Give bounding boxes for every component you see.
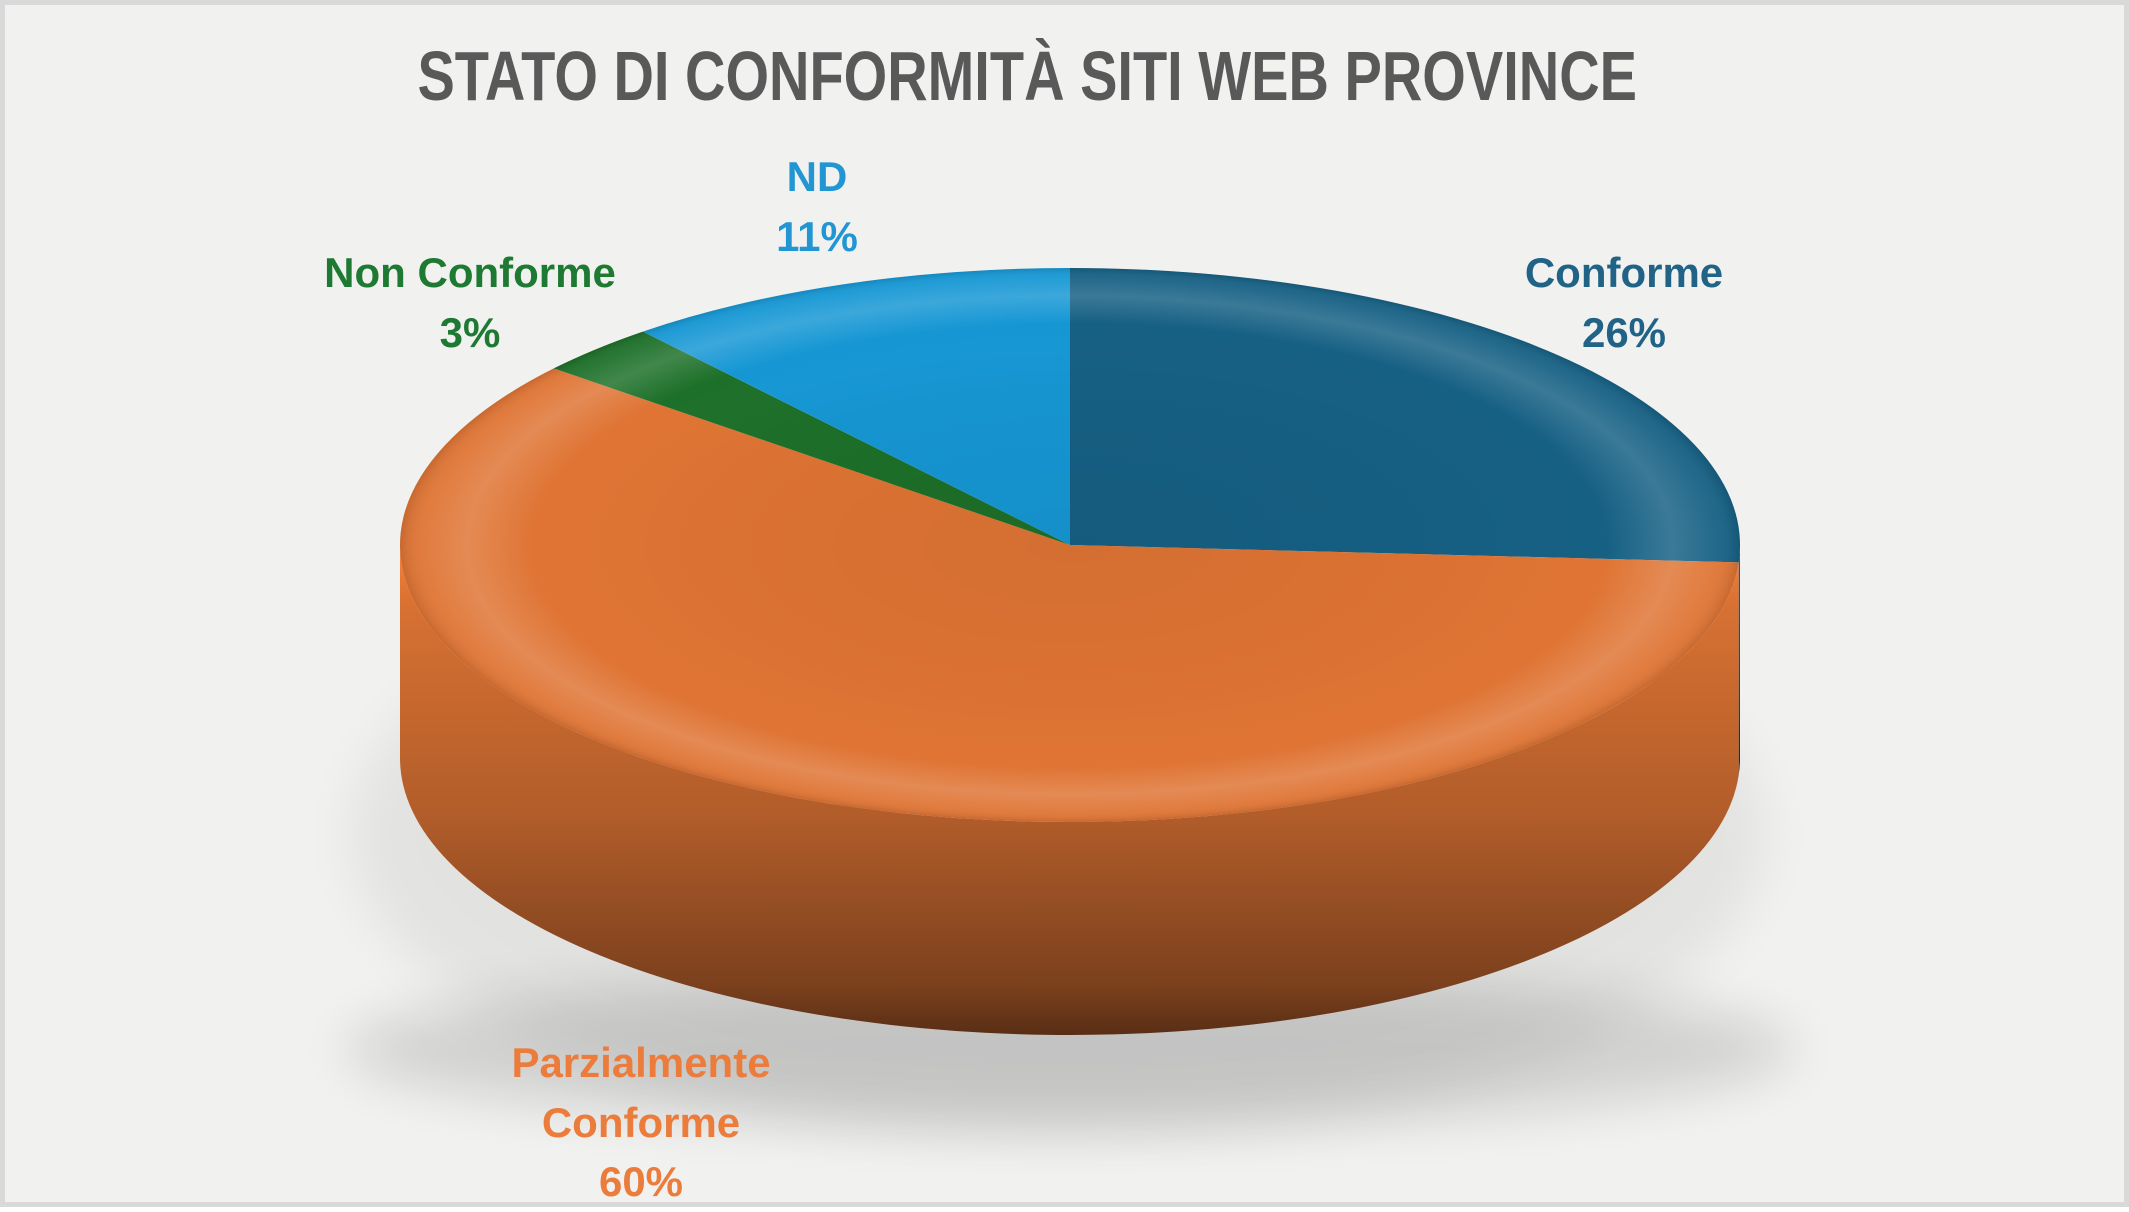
- chart-title: STATO DI CONFORMITÀ SITI WEB PROVINCE: [5, 41, 2049, 111]
- pie-side-parzialmente-conforme: [400, 545, 1739, 1036]
- pie-chart-area: [5, 5, 2129, 1212]
- slice-name: Parzialmente Conforme: [511, 1039, 771, 1146]
- slice-name: Conforme: [1524, 249, 1724, 296]
- pie-ground-shadow: [345, 971, 1795, 1127]
- slice-percent: 11%: [776, 212, 858, 260]
- slice-percent: 3%: [439, 308, 501, 356]
- slice-percent: 26%: [1581, 308, 1667, 356]
- label-parzialmente-conforme: Parzialmente Conforme 60%: [471, 1033, 811, 1212]
- slice-percent: 60%: [598, 1158, 684, 1206]
- label-nd: ND 11%: [717, 147, 917, 266]
- slice-name: Non Conforme: [324, 249, 616, 296]
- pie-gloss-overlay: [400, 268, 1740, 822]
- label-conforme: Conforme 26%: [1454, 243, 1794, 362]
- label-non-conforme: Non Conforme 3%: [300, 243, 640, 362]
- slice-name: ND: [786, 153, 848, 200]
- chart-title-text: STATO DI CONFORMITÀ SITI WEB PROVINCE: [417, 37, 1637, 115]
- pie-side-conforme: [1738, 545, 1740, 776]
- pie-chart: [345, 268, 1795, 1135]
